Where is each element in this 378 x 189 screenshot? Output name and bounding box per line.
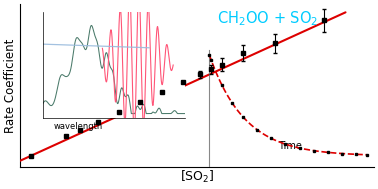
Y-axis label: Rate Coefficient: Rate Coefficient: [4, 39, 17, 133]
X-axis label: [SO$_2$]: [SO$_2$]: [180, 169, 214, 185]
Text: Time: Time: [278, 141, 302, 151]
Text: wavelength: wavelength: [54, 122, 103, 132]
Text: CH$_2$OO + SO$_2$: CH$_2$OO + SO$_2$: [217, 9, 318, 28]
